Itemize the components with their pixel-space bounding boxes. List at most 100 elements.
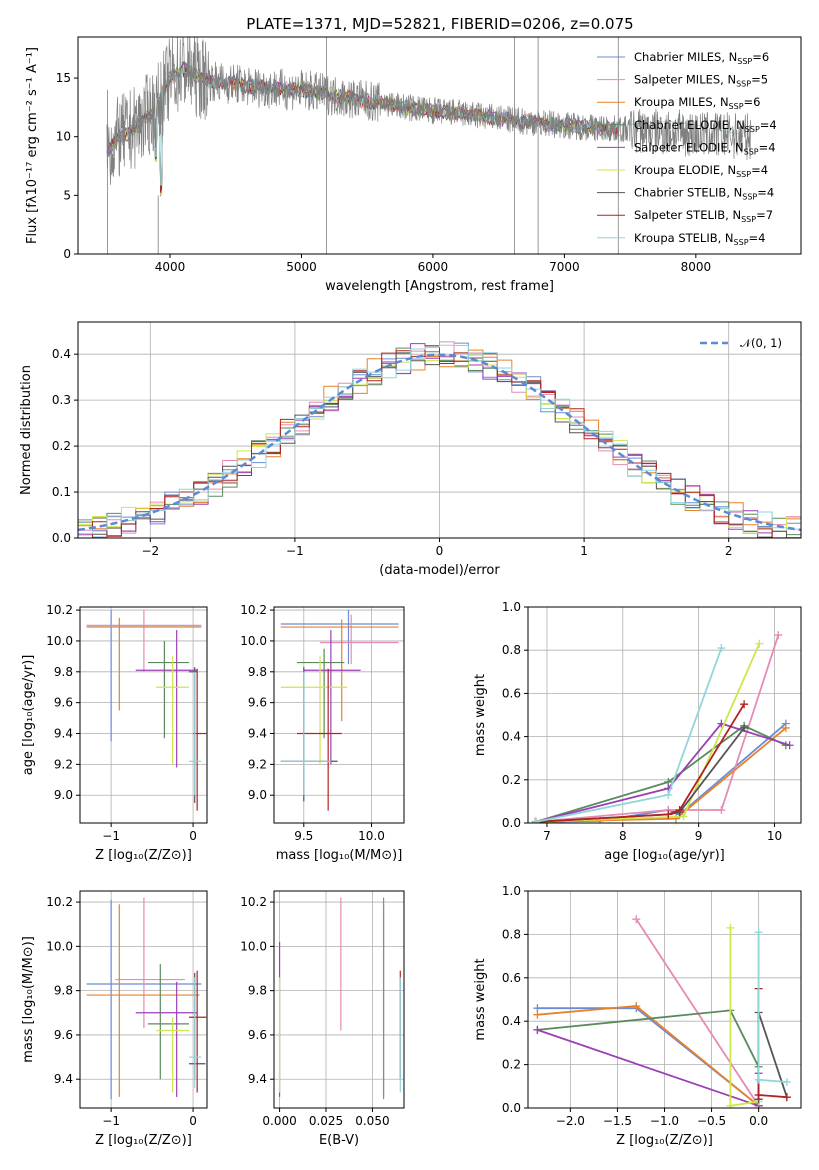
- y-tick-label: 10.0: [240, 939, 267, 953]
- point-marker: [632, 915, 641, 924]
- panel-residuals: −2 −1 0 1 2 0.0 0.1 0.2 0.3 0.4 (data-model)/error…: [19, 321, 802, 578]
- panel-mass-vs-ebv: 0.000 0.025 0.050 9.4 9.6 9.8 10.0 10.2 E(B-V): [240, 890, 405, 1148]
- y-tick-label: 0.0: [52, 531, 71, 545]
- legend: Chabrier MILES, NSSP=6 Salpeter MILES, NS…: [597, 50, 777, 247]
- y-tick-label: 9.6: [248, 696, 267, 710]
- x-tick-label: 0.0: [749, 1114, 768, 1128]
- point-marker: [782, 1093, 791, 1102]
- histogram-kroupa-stelib: [78, 344, 801, 535]
- x-tick-label: 0.000: [262, 1114, 296, 1128]
- point-salpeter-elodie: [135, 630, 198, 768]
- panel-spectrum: 4000 5000 6000 7000 8000 0 5 10 15 wavelength [An…: [25, 36, 802, 294]
- point-kroupa-elodie: [156, 656, 189, 765]
- y-tick-label: 10.0: [46, 939, 73, 953]
- point-marker: [754, 1090, 763, 1099]
- y-axis-label: age [log₁₀(age/yr)]: [21, 655, 36, 776]
- x-axis-label: wavelength [Angstrom, rest frame]: [325, 279, 554, 294]
- x-axis-label: Z [log₁₀(Z/Z⊙)]: [95, 848, 192, 863]
- legend-label: Salpeter MILES, NSSP=5: [634, 73, 768, 89]
- y-tick-label: 0.2: [502, 773, 521, 787]
- point-kroupa-stelib: [280, 671, 331, 796]
- point-salpeter-stelib: [297, 668, 342, 811]
- series-salpeter-stelib: [531, 700, 749, 823]
- point-chabrier-miles: [280, 610, 399, 665]
- point-chabrier-elodie: [148, 964, 189, 1080]
- x-tick-label: 4000: [155, 260, 186, 274]
- point-marker: [726, 1101, 735, 1108]
- x-tick-label: 7: [543, 829, 551, 843]
- series-kroupa-stelib: [754, 928, 791, 1086]
- point-marker: [740, 700, 749, 709]
- plot-area: [106, 37, 752, 254]
- series-line: [535, 727, 787, 823]
- x-tick-label: −2.0: [556, 1114, 585, 1128]
- y-axis-label: Normed distribution: [19, 365, 34, 495]
- figure-title: PLATE=1371, MJD=52821, FIBERID=0206, z=0…: [246, 15, 633, 33]
- legend-label: Salpeter STELIB, NSSP=7: [634, 208, 773, 224]
- series-chabrier-stelib: [754, 1008, 791, 1104]
- axes-frame: [79, 890, 208, 1109]
- point-salpeter-miles: [115, 897, 185, 1029]
- series-line: [535, 722, 787, 823]
- x-tick-label: −1: [286, 544, 304, 558]
- axes-frame: [77, 36, 802, 255]
- plot-area: [528, 607, 801, 823]
- series-line: [535, 727, 745, 823]
- series-salpeter-elodie: [533, 1025, 763, 1108]
- y-tick-label: 0.8: [502, 643, 521, 657]
- point-salpeter-elodie: [303, 630, 361, 765]
- point-marker: [531, 817, 540, 823]
- observed-spectrum: [106, 37, 752, 185]
- point-marker: [740, 723, 749, 732]
- point-kroupa-miles: [86, 904, 200, 1097]
- point-kroupa-miles: [86, 617, 202, 711]
- x-tick-label: 1: [580, 544, 588, 558]
- y-tick-label: 0.8: [502, 927, 521, 941]
- legend-label: Kroupa ELODIE, NSSP=4: [634, 163, 768, 179]
- point-marker: [533, 1010, 542, 1019]
- point-kroupa-elodie: [280, 656, 348, 765]
- y-tick-label: 0.0: [502, 816, 521, 830]
- x-tick-label: −2: [141, 544, 159, 558]
- point-marker: [664, 790, 673, 799]
- point-kroupa-elodie: [156, 1017, 189, 1093]
- y-axis-label: mass weight: [473, 674, 488, 756]
- point-marker: [679, 812, 688, 821]
- x-tick-label: 10.0: [358, 829, 385, 843]
- x-axis-label: E(B-V): [319, 1133, 359, 1148]
- plot-area: [78, 322, 801, 538]
- point-marker: [533, 1025, 542, 1034]
- panel-age-vs-mass: 9.5 10.0 9.0 9.2 9.4 9.6 9.8 10.0 10.2 mass [log₁…: [240, 603, 405, 863]
- series-salpeter-miles: [531, 631, 783, 823]
- x-tick-label: 9.5: [294, 829, 313, 843]
- plot-area: [274, 607, 404, 823]
- y-tick-label: 9.0: [248, 788, 267, 802]
- x-tick-label: 0: [189, 829, 197, 843]
- y-tick-label: 9.8: [54, 984, 73, 998]
- y-tick-label: 10.2: [46, 895, 73, 909]
- point-chabrier-elodie: [148, 640, 189, 739]
- model-line-salpeter-stelib: [106, 67, 620, 193]
- x-tick-label: 9: [695, 829, 703, 843]
- point-kroupa-stelib: [188, 671, 202, 796]
- axes-frame: [273, 606, 405, 824]
- point-marker: [754, 1075, 763, 1084]
- gaussian-curve: [78, 353, 801, 532]
- point-marker: [717, 806, 726, 815]
- series-kroupa-elodie: [531, 639, 764, 823]
- y-tick-label: 9.4: [54, 1072, 73, 1086]
- panel-weight-vs-age: 7 8 9 10 0.0 0.2 0.4 0.6 0.8 1.0 age [log₁₀(age/yr…: [473, 600, 802, 863]
- x-tick-label: −0.5: [697, 1114, 726, 1128]
- y-tick-label: 10.0: [46, 634, 73, 648]
- y-tick-label: 0.6: [502, 971, 521, 985]
- legend-label: 𝒩(0, 1): [740, 336, 782, 350]
- y-tick-label: 9.0: [54, 788, 73, 802]
- series-line: [757, 932, 787, 1083]
- point-marker: [774, 631, 783, 640]
- point-salpeter-stelib: [188, 970, 207, 1093]
- plot-area: [80, 891, 207, 1108]
- plot-area: [528, 891, 801, 1108]
- x-tick-label: 8000: [681, 260, 712, 274]
